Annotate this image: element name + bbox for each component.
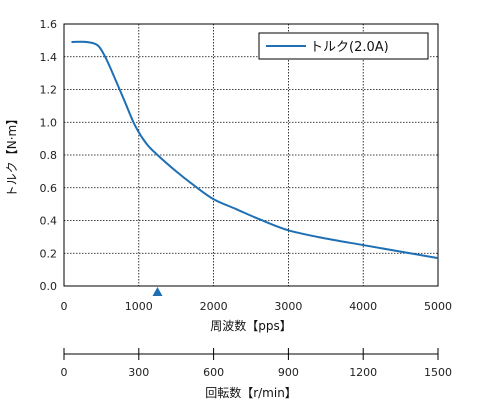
secondary-tick-label: 900 — [278, 366, 299, 379]
legend-label: トルク(2.0A) — [310, 40, 389, 55]
x-tick-label: 0 — [61, 300, 68, 313]
series-line-torque — [71, 40, 439, 260]
y-tick-label: 0.6 — [40, 182, 58, 195]
y-tick-label: 0.0 — [40, 280, 58, 293]
y-tick-label: 0.8 — [40, 149, 58, 162]
legend: トルク(2.0A) — [258, 32, 429, 60]
x-tick-label: 3000 — [274, 300, 302, 313]
secondary-tick-label: 600 — [203, 366, 224, 379]
y-tick-label: 1.4 — [40, 51, 58, 64]
y-axis: 0.0 0.2 0.4 0.6 0.8 1.0 1.2 1.4 1.6 — [40, 18, 58, 293]
secondary-tick-label: 1200 — [349, 366, 377, 379]
x-axis: 0 1000 2000 3000 4000 5000 — [61, 300, 453, 313]
y-tick-label: 1.6 — [40, 18, 58, 31]
x-tick-label: 4000 — [349, 300, 377, 313]
y-tick-label: 0.2 — [40, 247, 58, 260]
secondary-axis: 0 300 600 900 1200 1500 — [61, 348, 452, 379]
secondary-axis-title: 回転数【r/min】 — [205, 385, 297, 400]
x-tick-label: 5000 — [424, 300, 452, 313]
y-tick-label: 1.2 — [40, 84, 58, 97]
secondary-tick-label: 0 — [61, 366, 68, 379]
y-axis-title: トルク【N·m】 — [5, 113, 19, 197]
x-tick-label: 1000 — [125, 300, 153, 313]
y-tick-label: 0.4 — [40, 215, 58, 228]
legend-box — [258, 32, 429, 60]
x-axis-title: 周波数【pps】 — [210, 318, 292, 333]
grid — [64, 24, 438, 286]
y-tick-label: 1.0 — [40, 116, 58, 129]
marker-triangle — [152, 287, 163, 296]
x-tick-label: 2000 — [200, 300, 228, 313]
secondary-tick-label: 300 — [128, 366, 149, 379]
secondary-tick-label: 1500 — [424, 366, 452, 379]
